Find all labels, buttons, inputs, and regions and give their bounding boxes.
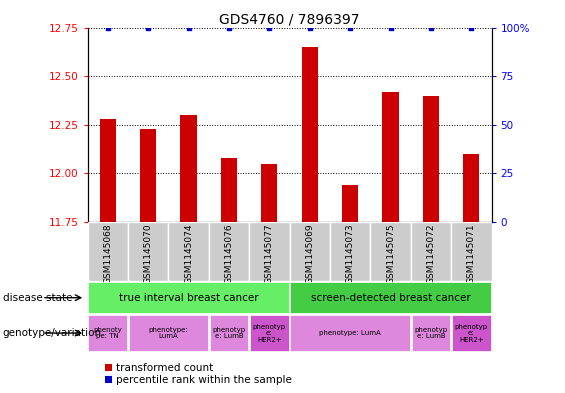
Point [346,24,355,31]
Bar [129,315,208,351]
Bar [140,129,157,222]
Bar [128,222,168,281]
Bar [302,47,318,222]
Bar [99,119,116,222]
Bar [180,115,197,222]
Point [265,24,274,31]
Bar [210,315,249,351]
Text: GSM1145070: GSM1145070 [144,224,153,285]
Bar [330,222,371,281]
Text: GSM1145068: GSM1145068 [103,224,112,285]
Text: phenotyp
e:
HER2+: phenotyp e: HER2+ [253,323,286,343]
Bar [221,158,237,222]
Bar [249,222,289,281]
Bar [451,222,492,281]
Point [103,24,112,31]
Text: phenotyp
e: LumB: phenotyp e: LumB [414,327,447,339]
Text: GSM1145073: GSM1145073 [346,224,355,285]
Point [386,24,395,31]
Text: disease state: disease state [3,293,72,303]
Bar [88,222,128,281]
Text: GSM1145077: GSM1145077 [265,224,274,285]
Text: phenotyp
e:
HER2+: phenotyp e: HER2+ [455,323,488,343]
Text: percentile rank within the sample: percentile rank within the sample [116,375,292,385]
Point [184,24,193,31]
Bar [290,222,330,281]
Text: GSM1145076: GSM1145076 [224,224,233,285]
Bar [411,222,451,281]
Bar [88,315,127,351]
Text: screen-detected breast cancer: screen-detected breast cancer [311,293,471,303]
Point [144,24,153,31]
Point [467,24,476,31]
Bar [463,154,480,222]
Text: GSM1145071: GSM1145071 [467,224,476,285]
Text: GSM1145069: GSM1145069 [305,224,314,285]
Text: true interval breast cancer: true interval breast cancer [119,293,258,303]
Point [305,24,314,31]
Bar [452,315,491,351]
Text: transformed count: transformed count [116,363,214,373]
Text: GSM1145074: GSM1145074 [184,224,193,284]
Bar [342,185,358,222]
Bar [383,92,399,222]
Text: phenotype:
LumA: phenotype: LumA [149,327,188,339]
Bar [88,282,289,313]
Text: GSM1145075: GSM1145075 [386,224,395,285]
Text: phenotyp
e: LumB: phenotyp e: LumB [212,327,246,339]
Title: GDS4760 / 7896397: GDS4760 / 7896397 [219,12,360,26]
Bar [261,163,277,222]
Bar [290,315,410,351]
Bar [250,315,289,351]
Bar [168,222,209,281]
Bar [209,222,249,281]
Text: GSM1145072: GSM1145072 [427,224,436,284]
Bar [290,282,491,313]
Bar [423,95,439,222]
Bar [411,315,450,351]
Text: genotype/variation: genotype/variation [3,328,102,338]
Point [427,24,436,31]
Text: phenoty
pe: TN: phenoty pe: TN [93,327,122,339]
Text: phenotype: LumA: phenotype: LumA [319,330,381,336]
Point [224,24,233,31]
Bar [371,222,411,281]
